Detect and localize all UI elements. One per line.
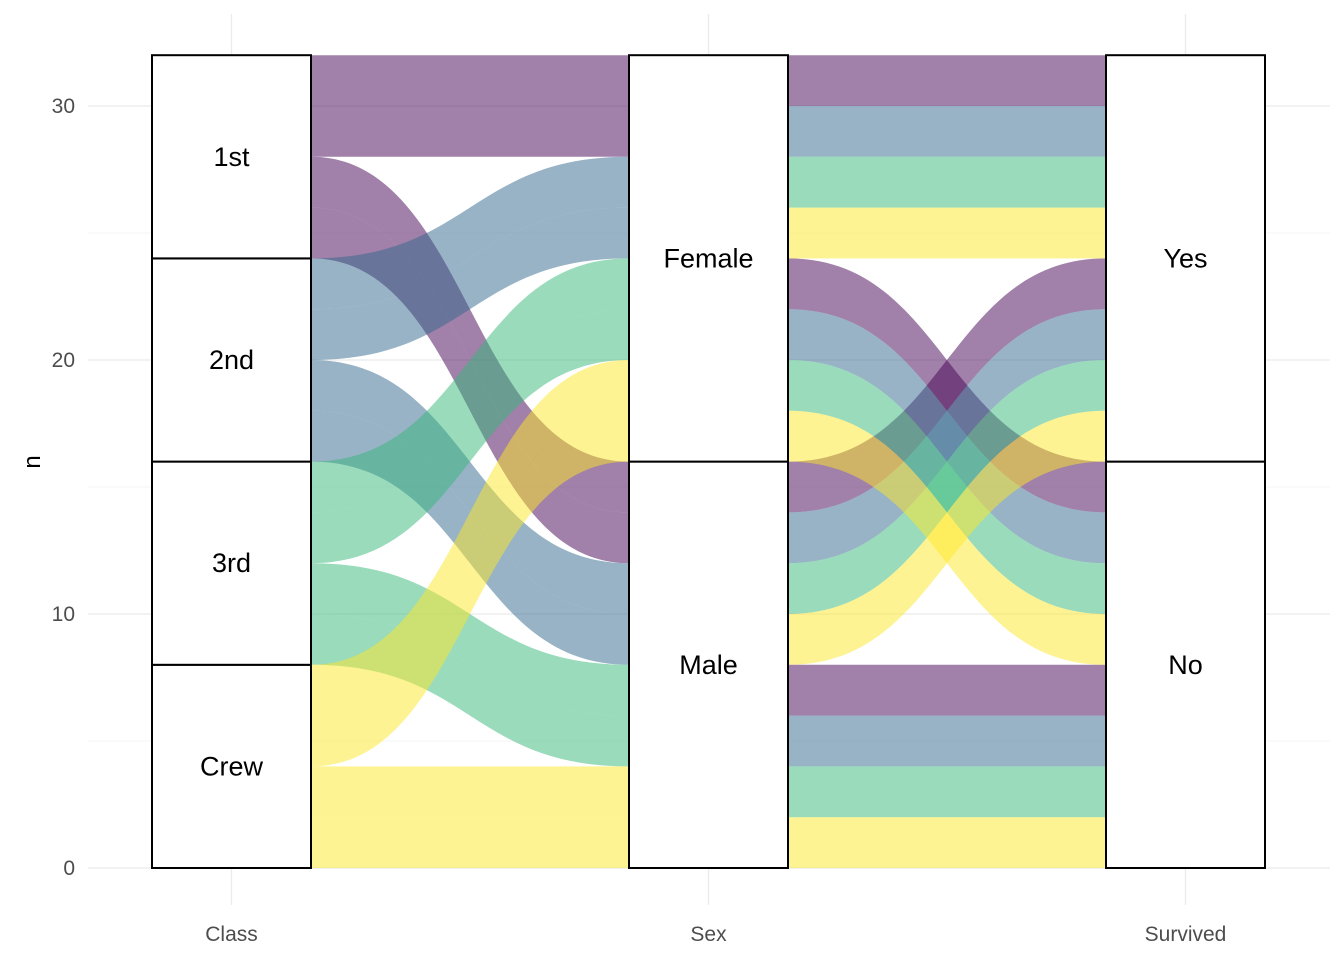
stratum-label-female: Female [663, 243, 753, 273]
flow-band-2nd [788, 309, 1106, 564]
y-tick-label: 10 [52, 603, 75, 626]
stratum-label-male: Male [679, 650, 738, 680]
flows [311, 55, 1106, 868]
y-tick-label: 30 [52, 95, 75, 118]
stratum-label-no: No [1168, 650, 1203, 680]
y-tick-label: 0 [63, 857, 75, 880]
stratum-label-crew: Crew [200, 751, 264, 781]
flow-band-crew [311, 817, 629, 868]
x-tick-label: Class [205, 923, 258, 946]
stratum-label-yes: Yes [1163, 243, 1207, 273]
flow-band-1st [788, 664, 1106, 716]
flow-band-crew [788, 410, 1106, 665]
flow-band-2nd [311, 207, 629, 360]
y-tick-label: 20 [52, 349, 75, 372]
stratum-label-1st: 1st [213, 142, 250, 172]
flow-band-1st [311, 55, 629, 106]
stratum-box-yes [1105, 54, 1266, 463]
flow-band-3rd [311, 258, 629, 513]
flow-band-3rd [788, 360, 1106, 614]
flow-band-crew [311, 410, 629, 767]
stratum-box-male [628, 460, 789, 869]
flow-band-crew [311, 766, 629, 818]
flow-band-1st [788, 55, 1106, 106]
flow-band-crew [311, 360, 629, 716]
flow-band-1st [311, 156, 629, 513]
y-axis-title: n [19, 455, 46, 468]
flow-band-crew [788, 817, 1106, 868]
y-axis-ticks: 0 10 20 30 [52, 95, 75, 880]
x-tick-label: Sex [690, 923, 727, 946]
flow-band-2nd [788, 715, 1106, 767]
x-axis-ticks: Class Sex Survived [205, 923, 1226, 946]
stratum-box-female [628, 54, 789, 463]
flow-band-2nd [311, 156, 629, 310]
flow-band-crew [788, 207, 1106, 259]
flow-band-1st [311, 106, 629, 157]
flow-band-3rd [311, 309, 629, 564]
stratum-label-2nd: 2nd [209, 345, 254, 375]
strata: Crew 3rd 2nd 1st Male Female No Yes [151, 54, 1266, 869]
stratum-box-3rd [151, 460, 312, 666]
stratum-box-no [1105, 460, 1266, 869]
flow-band-2nd [311, 360, 629, 614]
flow-band-3rd [788, 156, 1106, 208]
flow-band-3rd [788, 766, 1106, 818]
stratum-box-crew [151, 663, 312, 869]
flow-band-3rd [311, 563, 629, 716]
x-tick-label: Survived [1145, 923, 1227, 946]
stratum-box-1st [151, 54, 312, 260]
flow-band-2nd [788, 106, 1106, 157]
stratum-label-3rd: 3rd [212, 548, 251, 578]
stratum-box-2nd [151, 257, 312, 463]
